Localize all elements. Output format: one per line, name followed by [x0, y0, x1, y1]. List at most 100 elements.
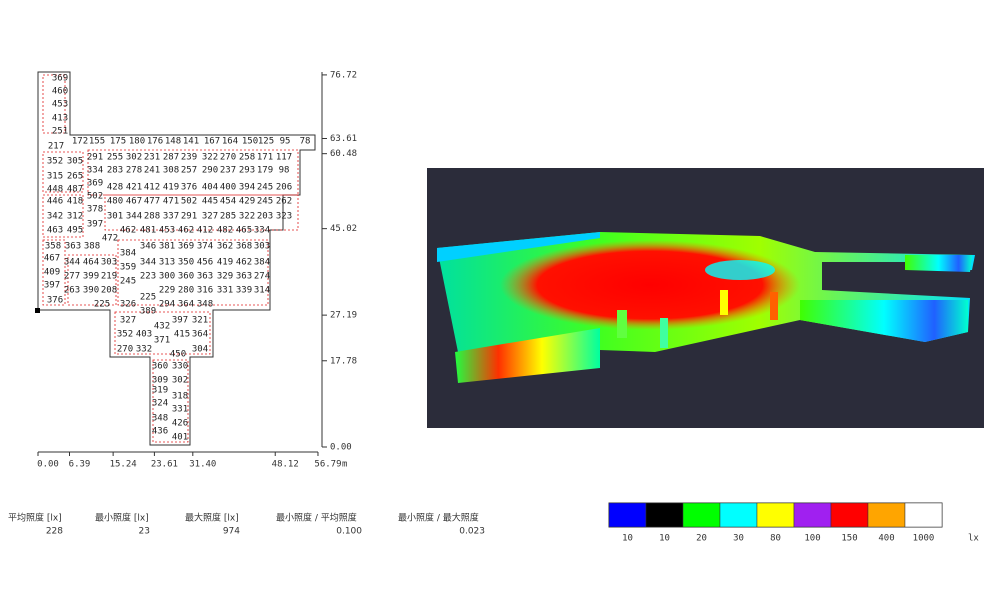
- illuminance-value: 251: [52, 127, 68, 137]
- illuminance-value: 432: [154, 322, 170, 332]
- x-tick-label: 56.79: [314, 460, 341, 470]
- illuminance-value: 305: [67, 157, 83, 167]
- illuminance-value: 331: [172, 405, 188, 415]
- illuminance-value: 301: [107, 212, 123, 222]
- illuminance-value: 446: [47, 197, 63, 207]
- illuminance-value: 413: [52, 114, 68, 124]
- illuminance-value: 348: [197, 300, 213, 310]
- illuminance-value: 376: [47, 296, 63, 306]
- illuminance-value: 378: [87, 205, 103, 215]
- legend-label: 10: [659, 534, 670, 544]
- illuminance-value: 448: [47, 185, 63, 195]
- illuminance-value: 421: [126, 183, 142, 193]
- illuminance-value: 203: [257, 212, 273, 222]
- illuminance-value: 495: [67, 226, 83, 236]
- illuminance-value: 344: [64, 258, 80, 268]
- illuminance-value: 331: [217, 286, 233, 296]
- illuminance-value: 426: [172, 419, 188, 429]
- illuminance-value: 98: [279, 166, 290, 176]
- illuminance-value: 171: [257, 153, 273, 163]
- illuminance-value: 323: [276, 212, 292, 222]
- x-tick-label: 6.39: [69, 460, 91, 470]
- illuminance-value: 245: [120, 277, 136, 287]
- y-tick-label: 63.61: [330, 134, 357, 144]
- illuminance-value: 95: [280, 137, 291, 147]
- illuminance-value: 300: [159, 272, 175, 282]
- illuminance-value: 415: [174, 330, 190, 340]
- illuminance-value: 312: [67, 212, 83, 222]
- illuminance-value: 480: [107, 197, 123, 207]
- illuminance-value: 176: [147, 137, 163, 147]
- legend-swatch: [830, 502, 869, 528]
- illuminance-value: 287: [163, 153, 179, 163]
- illuminance-value: 371: [154, 336, 170, 346]
- illuminance-value: 409: [44, 268, 60, 278]
- illuminance-value: 460: [52, 87, 68, 97]
- stat-header: 最大照度 [lx]: [185, 512, 239, 524]
- illuminance-value: 206: [276, 183, 292, 193]
- illuminance-value: 255: [107, 153, 123, 163]
- illuminance-value: 389: [140, 307, 156, 317]
- illuminance-value: 179: [257, 166, 273, 176]
- x-tick-label: 15.24: [110, 460, 137, 470]
- illuminance-value: 326: [120, 300, 136, 310]
- illuminance-value: 487: [67, 185, 83, 195]
- illuminance-value: 502: [181, 197, 197, 207]
- illuminance-value: 390: [83, 286, 99, 296]
- x-tick-label: 31.40: [189, 460, 216, 470]
- legend-label: 30: [733, 534, 744, 544]
- illuminance-value: 360: [178, 272, 194, 282]
- illuminance-value: 462: [178, 226, 194, 236]
- illuminance-value: 167: [204, 137, 220, 147]
- illuminance-value: 277: [64, 272, 80, 282]
- illuminance-value: 324: [152, 399, 168, 409]
- illuminance-value: 401: [172, 433, 188, 443]
- illuminance-value: 180: [129, 137, 145, 147]
- illuminance-value: 270: [117, 345, 133, 355]
- y-tick-label: 0.00: [330, 443, 352, 453]
- illuminance-value: 465: [236, 226, 252, 236]
- illuminance-value: 316: [197, 286, 213, 296]
- illuminance-value: 384: [254, 258, 270, 268]
- illuminance-value: 471: [163, 197, 179, 207]
- illuminance-value: 364: [178, 300, 194, 310]
- illuminance-value: 303: [254, 242, 270, 252]
- illuminance-value: 283: [107, 166, 123, 176]
- y-tick-label: 45.02: [330, 224, 357, 234]
- illuminance-value: 350: [178, 258, 194, 268]
- illuminance-value: 337: [163, 212, 179, 222]
- stat-header: 平均照度 [lx]: [8, 512, 62, 524]
- illuminance-value: 321: [192, 316, 208, 326]
- illuminance-value: 397: [172, 316, 188, 326]
- illuminance-value: 150: [242, 137, 258, 147]
- illuminance-value: 239: [181, 153, 197, 163]
- legend-label: 10: [622, 534, 633, 544]
- illuminance-value: 175: [110, 137, 126, 147]
- illuminance-value: 467: [44, 254, 60, 264]
- illuminance-value: 314: [254, 286, 270, 296]
- stat-value: 23: [139, 527, 150, 537]
- illuminance-value: 394: [239, 183, 255, 193]
- illuminance-value: 263: [64, 286, 80, 296]
- illuminance-value: 363: [65, 242, 81, 252]
- stat-value: 974: [223, 527, 240, 537]
- illuminance-value: 472: [102, 234, 118, 244]
- illuminance-value: 329: [217, 272, 233, 282]
- illuminance-value: 344: [126, 212, 142, 222]
- illuminance-value: 450: [170, 350, 186, 360]
- illuminance-value: 258: [239, 153, 255, 163]
- illuminance-value: 291: [87, 153, 103, 163]
- illuminance-value: 368: [236, 242, 252, 252]
- illuminance-value: 381: [159, 242, 175, 252]
- illuminance-value: 172: [72, 137, 88, 147]
- illuminance-value: 403: [136, 330, 152, 340]
- illuminance-value: 352: [47, 157, 63, 167]
- illuminance-value: 294: [159, 300, 175, 310]
- legend-label: 400: [878, 534, 894, 544]
- illuminance-value: 360: [152, 362, 168, 372]
- illuminance-value: 342: [47, 212, 63, 222]
- stat-header: 最小照度 / 平均照度: [276, 512, 357, 524]
- illuminance-value: 339: [236, 286, 252, 296]
- y-tick-label: 60.48: [330, 149, 357, 159]
- stat-value: 0.023: [459, 527, 485, 537]
